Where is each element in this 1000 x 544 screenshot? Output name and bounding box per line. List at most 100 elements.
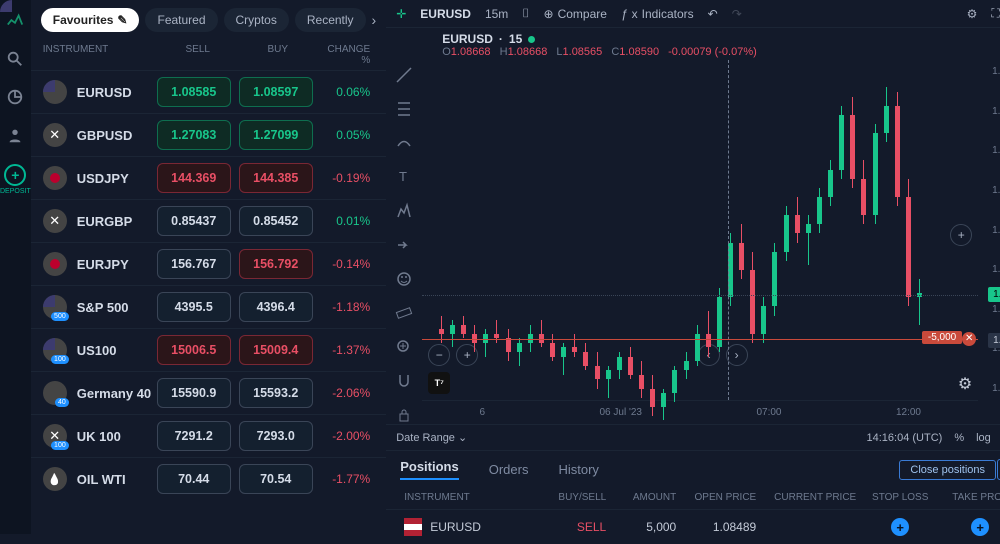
sell-button[interactable]: 1.08585 bbox=[157, 77, 231, 107]
watchlist-row[interactable]: EURGBP 0.85437 0.85452 0.01% bbox=[31, 199, 386, 242]
pct-toggle[interactable]: % bbox=[954, 432, 964, 444]
tab-orders[interactable]: Orders bbox=[489, 462, 529, 477]
sell-button[interactable]: 70.44 bbox=[157, 464, 231, 494]
tab-recently[interactable]: Recently bbox=[295, 8, 366, 32]
sell-button[interactable]: 1.27083 bbox=[157, 120, 231, 150]
order-label[interactable]: -5,000 bbox=[922, 331, 962, 344]
zoom-out-icon[interactable]: − bbox=[428, 344, 450, 366]
watchlist-row[interactable]: EURJPY 156.767 156.792 -0.14% bbox=[31, 242, 386, 285]
positions-tabs: Positions Orders History Close positions… bbox=[386, 450, 1000, 486]
add-sl-button[interactable]: + bbox=[891, 518, 909, 536]
pattern-icon[interactable] bbox=[395, 202, 413, 220]
tabs-next-icon[interactable]: › bbox=[372, 12, 377, 28]
buy-button[interactable]: 15593.2 bbox=[239, 378, 313, 408]
settings-icon[interactable]: ⚙ bbox=[967, 7, 978, 21]
trendline-icon[interactable] bbox=[395, 66, 413, 84]
buy-button[interactable]: 144.385 bbox=[239, 163, 313, 193]
watchlist-row[interactable]: EURUSD 1.08585 1.08597 0.06% bbox=[31, 70, 386, 113]
lock-icon[interactable] bbox=[395, 406, 413, 424]
compare-button[interactable]: ⊕ Compare bbox=[544, 7, 607, 21]
date-range-button[interactable]: Date Range ⌄ bbox=[396, 431, 467, 444]
fib-icon[interactable] bbox=[395, 100, 413, 118]
instrument-name: OIL WTI bbox=[77, 472, 157, 487]
buy-button[interactable]: 4396.4 bbox=[239, 292, 313, 322]
candle bbox=[717, 288, 722, 352]
brush-icon[interactable] bbox=[395, 134, 413, 152]
sell-button[interactable]: 15006.5 bbox=[157, 335, 231, 365]
candle bbox=[639, 361, 644, 398]
close-positions-button[interactable]: Close positions⌄ bbox=[899, 459, 1000, 480]
position-open: 1.08489 bbox=[680, 518, 760, 536]
x-axis: 606 Jul '2307:0012:00 bbox=[422, 400, 978, 424]
chart-tf[interactable]: 15m bbox=[485, 7, 508, 21]
crosshair-icon[interactable]: ✛ bbox=[396, 7, 406, 21]
undo-icon[interactable]: ↶ bbox=[708, 7, 718, 21]
edit-icon[interactable]: ✎ bbox=[117, 13, 127, 27]
zoom-icon[interactable] bbox=[395, 338, 413, 356]
chart-symbol[interactable]: EURUSD bbox=[420, 7, 471, 21]
tab-featured[interactable]: Featured bbox=[145, 8, 217, 32]
log-toggle[interactable]: log bbox=[976, 432, 991, 444]
sell-button[interactable]: 0.85437 bbox=[157, 206, 231, 236]
buy-button[interactable]: 15009.4 bbox=[239, 335, 313, 365]
candle-style-icon[interactable]: ⌷ bbox=[522, 6, 529, 21]
candle bbox=[506, 329, 511, 361]
text-icon[interactable]: T bbox=[395, 168, 413, 186]
buy-button[interactable]: 7293.0 bbox=[239, 421, 313, 451]
watchlist-row[interactable]: 100 US100 15006.5 15009.4 -1.37% bbox=[31, 328, 386, 371]
ruler-icon[interactable] bbox=[395, 304, 413, 322]
close-order-icon[interactable]: ✕ bbox=[962, 332, 976, 346]
buy-button[interactable]: 70.54 bbox=[239, 464, 313, 494]
watchlist-row[interactable]: 40 Germany 40 15590.9 15593.2 -2.06% bbox=[31, 371, 386, 414]
tab-cryptos[interactable]: Cryptos bbox=[224, 8, 289, 32]
add-tp-button[interactable]: + bbox=[971, 518, 989, 536]
change-pct: 0.05% bbox=[321, 128, 374, 142]
price-line bbox=[422, 295, 978, 296]
positions-rows: EURUSD SELL 5,000 1.08489 + + bbox=[386, 509, 1000, 544]
change-pct: 0.01% bbox=[321, 214, 374, 228]
sell-button[interactable]: 15590.9 bbox=[157, 378, 231, 408]
buy-button[interactable]: 1.27099 bbox=[239, 120, 313, 150]
price-tag: 1.08585 bbox=[988, 287, 1000, 302]
chart-canvas[interactable]: 1.091001.090001.089001.088001.087001.086… bbox=[422, 60, 1000, 424]
position-row[interactable]: EURUSD SELL 5,000 1.08489 + + bbox=[386, 509, 1000, 544]
tab-favourites[interactable]: Favourites✎ bbox=[41, 8, 140, 32]
tab-history[interactable]: History bbox=[558, 462, 598, 477]
chart-settings-icon[interactable]: ⚙ bbox=[958, 374, 972, 394]
instrument-name: EURGBP bbox=[77, 214, 157, 229]
sell-button[interactable]: 156.767 bbox=[157, 249, 231, 279]
indicators-button[interactable]: ƒx Indicators bbox=[621, 7, 694, 21]
logo-icon[interactable] bbox=[6, 12, 24, 30]
redo-icon[interactable]: ↷ bbox=[732, 7, 742, 21]
change-pct: -1.18% bbox=[321, 300, 374, 314]
watchlist-row[interactable]: GBPUSD 1.27083 1.27099 0.05% bbox=[31, 113, 386, 156]
date-range-bar: Date Range ⌄ 14:16:04 (UTC) % log auto bbox=[386, 424, 1000, 450]
instrument-name: UK 100 bbox=[77, 429, 157, 444]
sell-button[interactable]: 144.369 bbox=[157, 163, 231, 193]
sell-button[interactable]: 7291.2 bbox=[157, 421, 231, 451]
emoji-icon[interactable] bbox=[395, 270, 413, 288]
candle bbox=[772, 243, 777, 316]
buy-button[interactable]: 1.08597 bbox=[239, 77, 313, 107]
order-line[interactable] bbox=[422, 339, 978, 340]
flag-icon: 100 bbox=[43, 338, 67, 362]
watchlist-row[interactable]: OIL WTI 70.44 70.54 -1.77% bbox=[31, 457, 386, 500]
candle bbox=[861, 160, 866, 224]
search-icon[interactable] bbox=[6, 50, 24, 68]
candle bbox=[850, 97, 855, 188]
flag-icon bbox=[43, 166, 67, 190]
watchlist-row[interactable]: USDJPY 144.369 144.385 -0.19% bbox=[31, 156, 386, 199]
forecast-icon[interactable] bbox=[395, 236, 413, 254]
magnet-icon[interactable] bbox=[395, 372, 413, 390]
tab-positions[interactable]: Positions bbox=[400, 459, 459, 480]
user-icon[interactable] bbox=[6, 126, 24, 144]
buy-button[interactable]: 0.85452 bbox=[239, 206, 313, 236]
watchlist-row[interactable]: 100 UK 100 7291.2 7293.0 -2.00% bbox=[31, 414, 386, 457]
fullscreen-icon[interactable]: ⛶ bbox=[991, 6, 999, 21]
pie-icon[interactable] bbox=[6, 88, 24, 106]
add-indicator-icon[interactable]: + bbox=[950, 224, 972, 246]
watchlist-row[interactable]: 500 S&P 500 4395.5 4396.4 -1.18% bbox=[31, 285, 386, 328]
deposit-button[interactable]: + DEPOSIT bbox=[0, 164, 31, 195]
buy-button[interactable]: 156.792 bbox=[239, 249, 313, 279]
sell-button[interactable]: 4395.5 bbox=[157, 292, 231, 322]
